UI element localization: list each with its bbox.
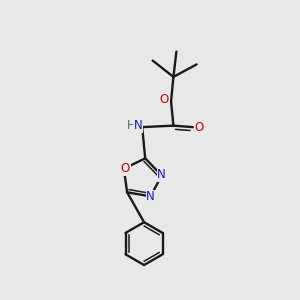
Text: N: N (146, 190, 155, 203)
Text: H: H (127, 119, 135, 132)
Text: O: O (195, 121, 204, 134)
Text: O: O (121, 162, 130, 175)
Text: N: N (157, 168, 166, 181)
Text: N: N (134, 119, 142, 132)
Text: O: O (159, 93, 168, 106)
